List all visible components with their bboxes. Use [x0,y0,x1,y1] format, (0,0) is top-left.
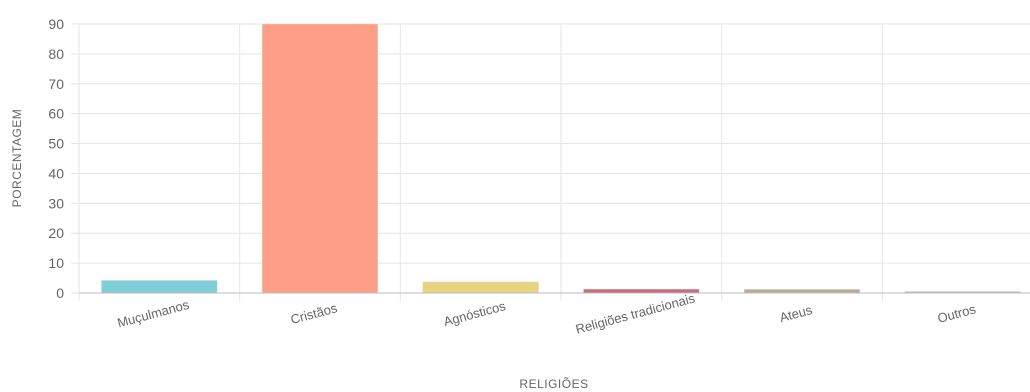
y-gridlines [71,23,1030,294]
bar-5 [743,289,861,294]
y-tick-label: 70 [48,76,64,92]
x-tick-label: Ateus [778,302,814,325]
x-tick-label: Agnósticos [442,298,508,329]
x-axis-title: RELIGIÕES [519,376,588,391]
x-tick-label: Religiões tradicionais [574,290,697,336]
bar-1 [101,280,218,294]
x-tick-label: Cristãos [289,300,339,327]
y-tick-label: 10 [48,255,64,271]
y-tick-label: 50 [48,136,64,152]
x-gridlines [78,24,883,301]
x-tick-labels: Muçulmanos Cristãos Agnósticos Religiões tr… [116,290,978,336]
bars [101,23,1021,294]
y-tick-labels: 0 10 20 30 40 50 60 70 80 90 [48,16,64,301]
y-tick-label: 40 [48,165,64,181]
y-tick-label: 0 [56,285,64,301]
bar-3 [422,281,539,294]
y-tick-label: 90 [48,16,64,32]
x-tick-label: Muçulmanos [116,297,192,331]
y-tick-label: 30 [48,195,64,211]
y-tick-label: 20 [48,225,64,241]
y-tick-label: 60 [48,106,64,122]
y-axis-title: PORCENTAGEM [10,109,24,208]
y-tick-label: 80 [48,46,64,62]
x-tick-label: Outros [936,301,978,326]
bar-2 [261,23,379,294]
